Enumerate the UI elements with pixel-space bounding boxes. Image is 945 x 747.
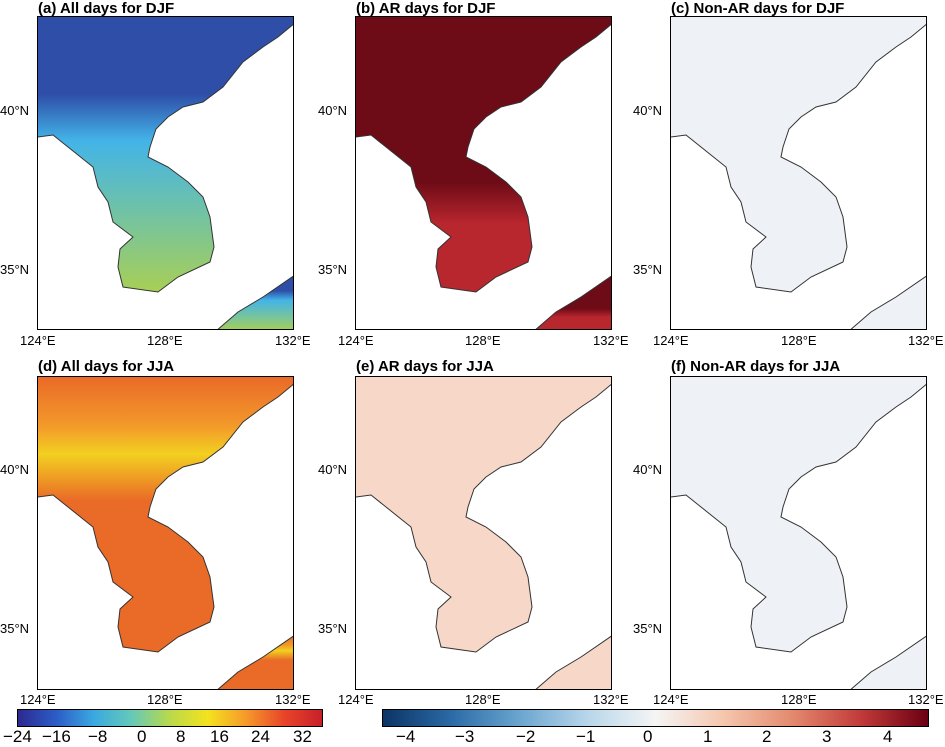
lon-label-124e-d: 124°E	[20, 692, 56, 707]
land-field	[356, 17, 611, 292]
coastline	[38, 23, 293, 293]
panel-title-b: (b) AR days for DJF	[356, 0, 496, 17]
land-field	[38, 377, 293, 652]
land-field	[671, 377, 926, 652]
panel-title-a: (a) All days for DJF	[38, 0, 175, 17]
coastline	[671, 23, 926, 293]
anom-tick-4: 4	[883, 727, 893, 746]
coastline	[356, 23, 611, 293]
panel-title-e: (e) AR days for JJA	[356, 358, 494, 375]
coastline	[356, 383, 611, 653]
lon-label-124e-a: 124°E	[20, 333, 56, 348]
panel-title-d: (d) All days for JJA	[38, 358, 175, 375]
temp-tick-16: 16	[210, 727, 229, 746]
east-sea	[188, 24, 293, 287]
map-b	[356, 17, 611, 329]
temp-tick-32: 32	[293, 727, 312, 746]
map-f	[671, 377, 926, 689]
japan-coastline	[217, 275, 293, 329]
lon-label-128e-e: 128°E	[465, 692, 501, 707]
panel-title-f: (f) Non-AR days for JJA	[671, 358, 841, 375]
lon-label-132e-f: 132°E	[908, 692, 944, 707]
lat-label-40n-b: 40°N	[318, 103, 348, 118]
japan-coastline	[850, 635, 926, 689]
japan-coastline	[850, 275, 926, 329]
lat-label-35n-c: 35°N	[633, 262, 663, 277]
lon-label-132e-e: 132°E	[593, 692, 629, 707]
lon-label-128e-d: 128°E	[147, 692, 183, 707]
lat-label-35n-d: 35°N	[0, 621, 30, 636]
anom-tick-3: 3	[822, 727, 832, 746]
lat-label-35n-f: 35°N	[633, 621, 663, 636]
panel-e	[355, 376, 612, 690]
east-sea	[821, 24, 926, 287]
lon-label-124e-f: 124°E	[653, 692, 689, 707]
coastline	[671, 383, 926, 653]
panel-d	[37, 376, 294, 690]
temp-tick-0: 0	[137, 727, 147, 746]
lon-label-124e-b: 124°E	[338, 333, 374, 348]
map-d	[38, 377, 293, 689]
lat-label-40n-a: 40°N	[0, 103, 30, 118]
land-field	[356, 377, 611, 652]
land-field	[671, 17, 926, 292]
anom-tick--2: −2	[516, 727, 536, 746]
east-sea	[506, 24, 611, 287]
lon-label-128e-c: 128°E	[781, 333, 817, 348]
lat-label-35n-b: 35°N	[318, 262, 348, 277]
panel-a	[37, 16, 294, 330]
map-c	[671, 17, 926, 329]
anom-tick-0: 0	[643, 727, 653, 746]
panel-b	[355, 16, 612, 330]
lon-label-132e-c: 132°E	[908, 333, 944, 348]
japan-coastline	[535, 635, 611, 689]
anom-tick--4: −4	[396, 727, 416, 746]
lat-label-40n-c: 40°N	[633, 103, 663, 118]
japan-coastline	[535, 275, 611, 329]
panel-c	[670, 16, 927, 330]
map-a	[38, 17, 293, 329]
anom-tick--3: −3	[455, 727, 475, 746]
lon-label-128e-b: 128°E	[465, 333, 501, 348]
lat-label-35n-e: 35°N	[318, 621, 348, 636]
lon-label-132e-d: 132°E	[275, 692, 311, 707]
coastline	[38, 383, 293, 653]
lat-label-35n-a: 35°N	[0, 262, 30, 277]
lat-label-40n-e: 40°N	[318, 462, 348, 477]
temp-tick-8: 8	[176, 727, 186, 746]
lon-label-124e-c: 124°E	[653, 333, 689, 348]
lon-label-132e-a: 132°E	[275, 333, 311, 348]
lat-label-40n-f: 40°N	[633, 462, 663, 477]
anomaly-colorbar	[382, 709, 929, 727]
anom-tick-2: 2	[762, 727, 772, 746]
panel-f	[670, 376, 927, 690]
east-sea	[506, 384, 611, 647]
temp-tick--16: −16	[42, 727, 71, 746]
land-field	[38, 17, 293, 292]
temp-tick--24: −24	[3, 727, 32, 746]
lon-label-128e-f: 128°E	[781, 692, 817, 707]
temp-tick-24: 24	[251, 727, 270, 746]
temp-tick--8: −8	[88, 727, 108, 746]
panel-title-c: (c) Non-AR days for DJF	[671, 0, 845, 17]
lon-label-128e-a: 128°E	[147, 333, 183, 348]
east-sea	[188, 384, 293, 647]
temperature-colorbar	[17, 709, 323, 727]
lon-label-124e-e: 124°E	[338, 692, 374, 707]
east-sea	[821, 384, 926, 647]
anom-tick-1: 1	[703, 727, 713, 746]
lon-label-132e-b: 132°E	[593, 333, 629, 348]
lat-label-40n-d: 40°N	[0, 462, 30, 477]
japan-coastline	[217, 635, 293, 689]
anom-tick--1: −1	[576, 727, 596, 746]
map-e	[356, 377, 611, 689]
